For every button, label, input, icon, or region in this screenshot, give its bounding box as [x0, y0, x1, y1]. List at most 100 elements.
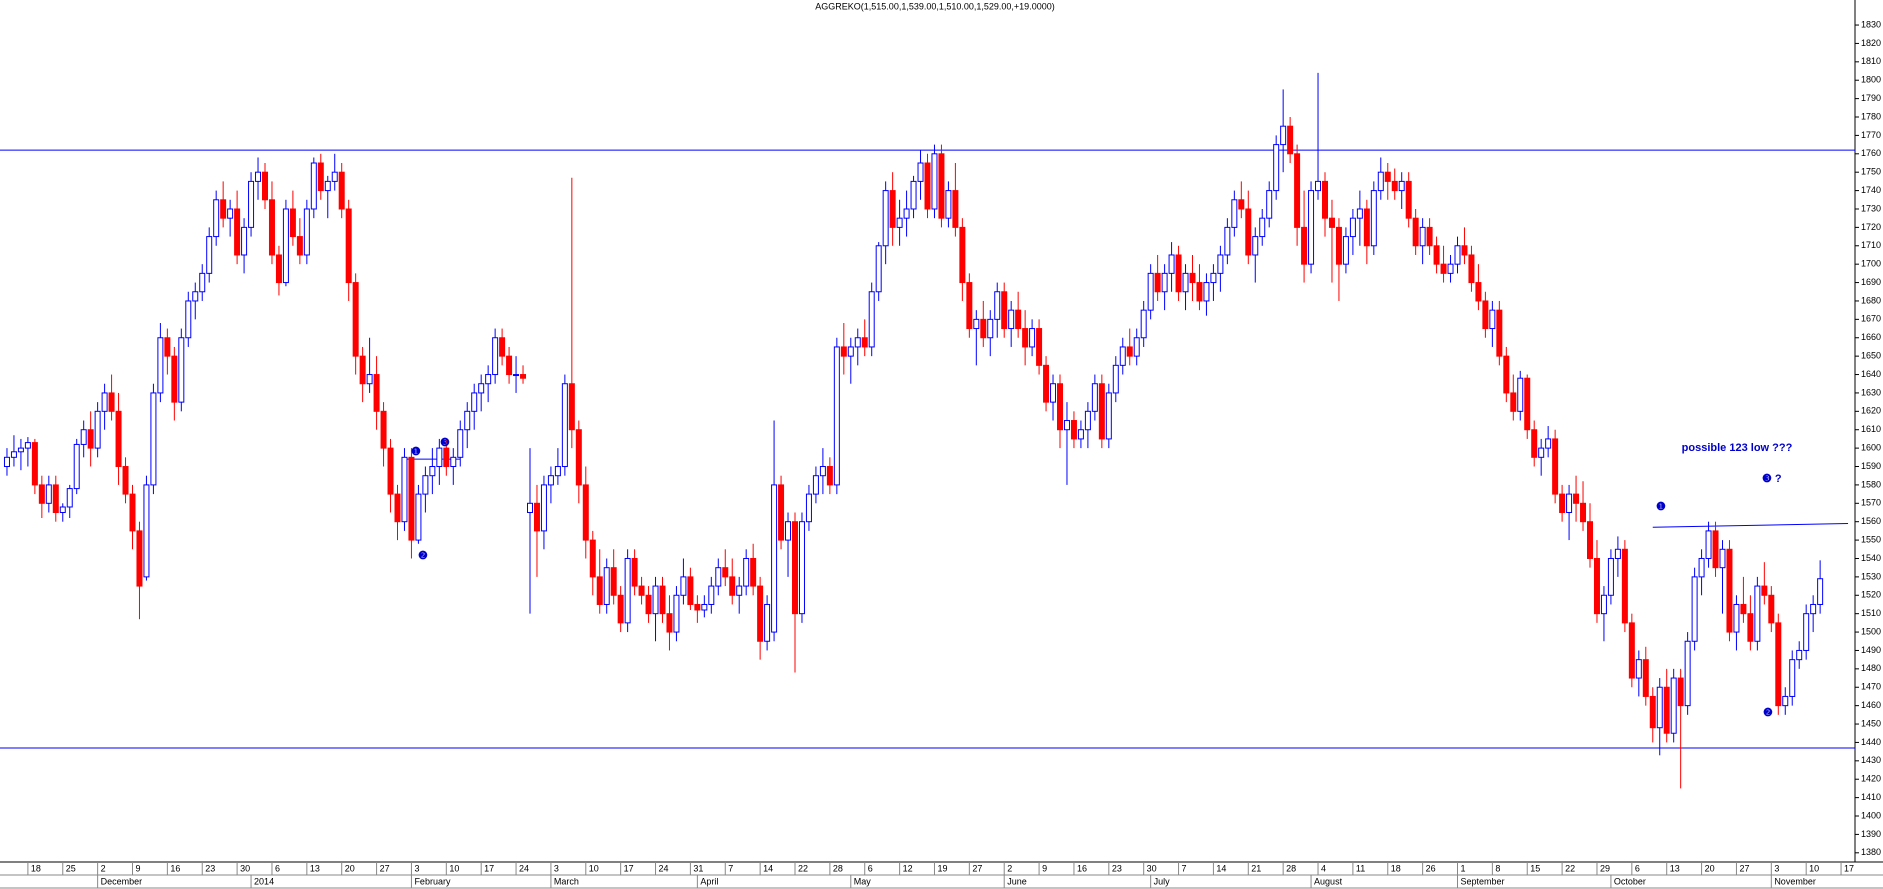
candle-body	[994, 291, 1001, 320]
candle-body	[743, 557, 750, 587]
trend-line	[1652, 523, 1849, 528]
candle-body	[938, 153, 945, 219]
x-tick-label: 26	[1426, 863, 1436, 873]
candle-body	[875, 245, 882, 293]
candle-body	[1663, 686, 1670, 734]
candle-body	[478, 383, 485, 394]
x-tick-label: 10	[589, 863, 599, 873]
candle-body	[659, 585, 666, 615]
candle-body	[1691, 576, 1698, 642]
candle-body	[234, 208, 241, 256]
candle-body	[1649, 695, 1656, 729]
candle-body	[94, 410, 101, 449]
candle-body	[1384, 171, 1391, 182]
candle-body	[980, 318, 987, 339]
x-tick-label: 30	[1147, 863, 1157, 873]
y-tick-label: 1530	[1861, 571, 1881, 581]
candle-body	[506, 355, 513, 376]
y-tick-label: 1620	[1861, 406, 1881, 416]
x-tick-label: 15	[1530, 863, 1540, 873]
candle-body	[3, 456, 10, 468]
x-tick-label: 11	[1356, 863, 1365, 873]
candle-body	[1545, 438, 1552, 449]
y-tick-label: 1730	[1861, 203, 1881, 213]
x-tick-label: 6	[1635, 863, 1640, 873]
candle-body	[1684, 640, 1691, 707]
month-label: December	[101, 876, 143, 886]
candle-body	[1433, 245, 1440, 265]
y-tick-label: 1690	[1861, 277, 1881, 287]
y-tick-label: 1760	[1861, 148, 1881, 158]
candle-body	[1705, 530, 1712, 559]
candle-body	[680, 576, 687, 596]
candle-body	[1328, 217, 1335, 228]
candle-body	[1077, 429, 1084, 440]
candle-body	[1503, 355, 1510, 394]
candle-body	[443, 447, 450, 468]
x-tick-label: 2	[1007, 863, 1012, 873]
candle-body	[582, 484, 589, 541]
candle-body	[1775, 622, 1782, 707]
candle-body	[59, 506, 66, 513]
candle-body	[1147, 272, 1154, 311]
candle-body	[1363, 208, 1370, 247]
candle-body	[931, 153, 938, 210]
y-tick-label: 1510	[1861, 608, 1881, 618]
candle-body	[910, 180, 917, 210]
month-label: April	[700, 876, 718, 886]
y-tick-label: 1420	[1861, 774, 1881, 784]
y-tick-label: 1780	[1861, 111, 1881, 121]
y-tick-label: 1580	[1861, 479, 1881, 489]
y-tick-label: 1650	[1861, 351, 1881, 361]
candle-body	[554, 466, 561, 477]
candle-body	[527, 502, 533, 513]
candle-body	[1287, 125, 1294, 155]
candle-body	[1740, 603, 1747, 615]
x-tick-label: 3	[554, 863, 559, 873]
candle-body	[1593, 557, 1600, 615]
month-label: 2014	[254, 876, 274, 886]
candle-body	[1412, 217, 1419, 247]
y-tick-label: 1570	[1861, 498, 1881, 508]
candle-body	[826, 466, 833, 486]
y-tick-label: 1450	[1861, 718, 1881, 728]
candle-body	[1036, 328, 1043, 366]
month-label: August	[1314, 876, 1343, 886]
month-label: May	[854, 876, 872, 886]
candle-body	[241, 226, 248, 256]
candle-body	[10, 451, 17, 458]
candle-body	[1405, 180, 1412, 219]
candle-body	[1182, 272, 1189, 293]
candle-body	[373, 374, 380, 412]
y-tick-label: 1750	[1861, 167, 1881, 177]
x-tick-label: 22	[798, 863, 808, 873]
annotation: ❷	[1763, 707, 1773, 719]
candle-body	[227, 208, 234, 219]
candle-body	[1587, 521, 1593, 559]
candle-body	[596, 576, 603, 605]
y-tick-label: 1640	[1861, 369, 1881, 379]
y-tick-label: 1380	[1861, 847, 1881, 857]
candle-body	[1140, 309, 1147, 339]
candle-body	[812, 475, 819, 495]
candle-body	[568, 383, 575, 431]
candle-body	[722, 567, 729, 578]
candle-body	[1091, 383, 1098, 412]
candle-body	[129, 493, 136, 532]
candle-body	[1210, 272, 1217, 284]
candle-body	[387, 447, 394, 495]
x-tick-label: 14	[763, 863, 773, 873]
y-tick-label: 1540	[1861, 553, 1881, 563]
x-tick-label: 30	[240, 863, 250, 873]
candle-body	[408, 456, 415, 541]
candle-body	[1029, 328, 1036, 348]
candle-body	[861, 337, 868, 348]
candle-body	[1719, 548, 1726, 569]
candle-body	[268, 199, 275, 256]
candle-body	[1342, 236, 1349, 265]
candle-body	[757, 585, 764, 642]
candle-body	[687, 576, 694, 605]
candle-body	[603, 567, 610, 605]
y-tick-label: 1660	[1861, 332, 1881, 342]
